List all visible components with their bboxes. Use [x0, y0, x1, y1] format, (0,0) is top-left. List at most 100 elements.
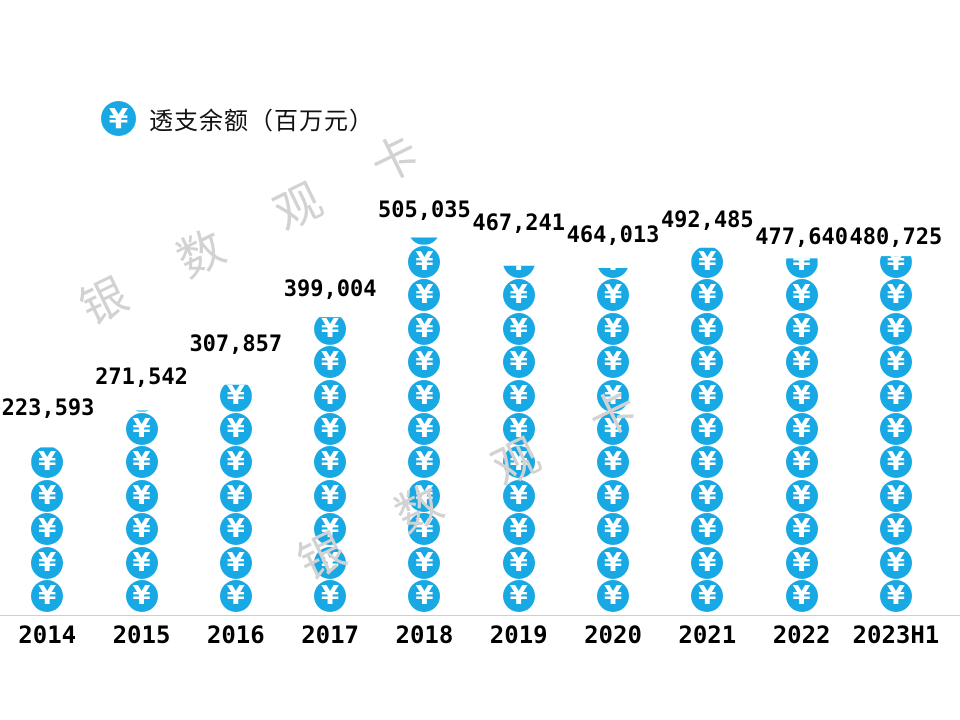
yen-coin-icon: ¥ [785, 479, 818, 512]
yen-coin-icon: ¥ [879, 279, 912, 312]
legend: ¥ 透支余额（百万元） [101, 101, 374, 136]
x-axis-label: 2018 [395, 621, 454, 649]
value-label: 271,542 [95, 364, 188, 390]
yen-coin-icon: ¥ [597, 379, 629, 412]
x-axis-label: 2017 [301, 621, 359, 649]
yen-coin-icon: ¥ [408, 279, 441, 312]
yen-coin-icon: ¥ [502, 312, 535, 345]
value-label: 492,485 [660, 207, 754, 233]
yen-coin-icon: ¥ [314, 379, 347, 412]
yen-coin-icon: ¥ [125, 513, 158, 546]
yen-coin-icon: ¥ [408, 346, 441, 379]
yen-coin-icon: ¥ [879, 513, 912, 546]
yen-coin-icon: ¥ [408, 580, 441, 612]
yen-coin-icon: ¥ [219, 413, 252, 445]
yen-coin-icon: ¥ [31, 546, 64, 579]
value-label: 464,013 [566, 223, 660, 249]
yen-coin-icon: ¥ [219, 546, 252, 579]
yen-coin-icon: ¥ [219, 446, 252, 479]
yen-coin-icon: ¥ [785, 279, 818, 312]
yen-coin-icon: ¥ [597, 513, 629, 546]
yen-coin-icon: ¥ [597, 479, 629, 512]
yen-coin-icon: ¥ [785, 513, 818, 546]
value-label: 505,035 [378, 198, 471, 224]
yen-coin-icon: ¥ [408, 246, 441, 278]
yen-coin-icon: ¥ [597, 580, 629, 612]
yen-coin-icon: ¥ [597, 279, 629, 312]
yen-coin-icon: ¥ [502, 446, 535, 479]
x-axis-label: 2023H1 [852, 621, 940, 649]
yen-coin-icon: ¥ [502, 413, 535, 445]
yen-coin-icon: ¥ [597, 312, 629, 345]
yen-coin-icon: ¥ [785, 379, 818, 412]
coin-stack-2014: ¥ ¥ ¥ ¥ ¥ [31, 0, 64, 612]
yen-coin-icon: ¥ [219, 384, 252, 412]
value-label: 477,640 [755, 225, 848, 251]
yen-coin-icon: ¥ [597, 446, 629, 479]
value-label: 480,725 [849, 225, 943, 251]
yen-coin-icon: ¥ [502, 265, 535, 278]
yen-coin-icon: ¥ [691, 312, 724, 345]
yen-coin-icon: ¥ [879, 413, 912, 445]
yen-coin-icon: ¥ [31, 479, 64, 512]
yen-coin-icon: ¥ [691, 413, 724, 445]
x-axis-label: 2020 [584, 621, 642, 649]
yen-coin-icon: ¥ [691, 279, 724, 312]
yen-coin-icon: ¥ [597, 413, 629, 445]
yen-coin-icon: ¥ [502, 513, 535, 546]
value-label: 307,857 [189, 331, 283, 357]
yen-coin-icon: ¥ [502, 346, 535, 379]
value-label: 399,004 [283, 277, 377, 303]
yen-coin-icon: ¥ [314, 446, 347, 479]
yen-coin-icon: ¥ [408, 413, 441, 445]
yen-coin-icon: ¥ [502, 279, 535, 312]
yen-coin-icon: ¥ [785, 258, 818, 278]
yen-coin-icon: ¥ [879, 346, 912, 379]
yen-coin-icon: ¥ [31, 513, 64, 546]
yen-coin-icon: ¥ [879, 312, 912, 345]
yen-coin-icon: ¥ [597, 268, 629, 278]
yen-coin-icon: ¥ [785, 446, 818, 479]
yen-coin-icon: ¥ [785, 580, 818, 612]
yen-coin-icon: ¥ [314, 513, 347, 546]
yen-coin-icon: ¥ [597, 346, 629, 379]
yen-coin-icon: ¥ [879, 379, 912, 412]
yen-coin-icon: ¥ [408, 546, 441, 579]
yen-coin-icon: ¥ [691, 346, 724, 379]
coin-stack-2022: ¥ ¥ ¥ ¥ ¥ ¥ ¥ ¥ ¥ ¥ ¥ [785, 0, 818, 612]
yen-coin-icon: ¥ [408, 513, 441, 546]
yen-coin-icon: ¥ [691, 513, 724, 546]
value-label: 467,241 [472, 210, 566, 236]
yen-coin-icon: ¥ [125, 410, 158, 412]
yen-coin-icon: ¥ [502, 379, 535, 412]
yen-coin-icon: ¥ [597, 546, 629, 579]
x-axis-line [0, 615, 960, 616]
x-axis-label: 2021 [678, 621, 737, 649]
coin-stack-2018: ¥ ¥ ¥ ¥ ¥ ¥ ¥ ¥ ¥ ¥ ¥ ¥ [408, 0, 441, 612]
yen-coin-icon: ¥ [31, 580, 64, 612]
coin-stack-2015: ¥ ¥ ¥ ¥ ¥ ¥ ¥ [125, 0, 158, 612]
yen-coin-icon: ¥ [785, 312, 818, 345]
yen-coin-icon: ¥ [785, 346, 818, 379]
coin-stack-2019: ¥ ¥ ¥ ¥ ¥ ¥ ¥ ¥ ¥ ¥ ¥ [502, 0, 535, 612]
yen-coin-icon: ¥ [879, 546, 912, 579]
x-axis-label: 2022 [772, 621, 831, 649]
yen-coin-icon: ¥ [125, 546, 158, 579]
yen-coin-icon: ¥ [785, 546, 818, 579]
yen-coin-icon: ¥ [408, 379, 441, 412]
yen-coin-icon: ¥ [125, 413, 158, 445]
coin-stack-2017: ¥ ¥ ¥ ¥ ¥ ¥ ¥ ¥ ¥ [314, 0, 347, 612]
yen-coin-icon: ¥ [502, 580, 535, 612]
yen-coin-icon: ¥ [879, 580, 912, 612]
yen-coin-icon: ¥ [691, 546, 724, 579]
yen-coin-icon: ¥ [314, 413, 347, 445]
coin-stack-2020: ¥ ¥ ¥ ¥ ¥ ¥ ¥ ¥ ¥ ¥ ¥ [597, 0, 629, 612]
legend-label: 透支余额（百万元） [149, 107, 374, 135]
yen-coin-icon: ¥ [691, 580, 724, 612]
yen-coin-icon: ¥ [502, 479, 535, 512]
coin-stack-2016: ¥ ¥ ¥ ¥ ¥ ¥ ¥ [219, 0, 252, 612]
yen-coin-icon: ¥ [691, 446, 724, 479]
yen-coin-icon: ¥ [691, 379, 724, 412]
